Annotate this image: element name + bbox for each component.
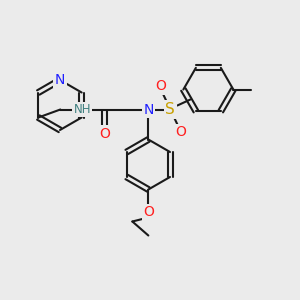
Text: O: O (99, 127, 110, 140)
Text: O: O (143, 206, 154, 220)
Text: S: S (166, 102, 175, 117)
Text: NH: NH (74, 103, 91, 116)
Text: N: N (55, 73, 65, 87)
Text: N: N (143, 103, 154, 116)
Text: O: O (155, 80, 166, 94)
Text: O: O (175, 125, 186, 140)
